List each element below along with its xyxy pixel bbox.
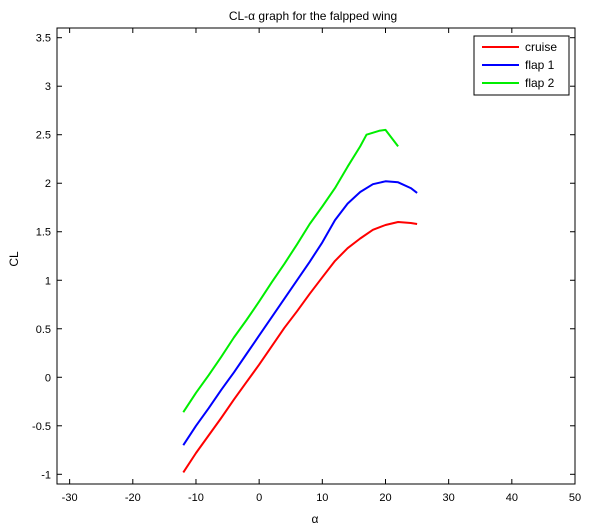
y-tick-label: -1 — [41, 469, 51, 481]
legend: cruise flap 1 flap 2 — [473, 35, 570, 96]
series-line-flap-1 — [182, 180, 418, 446]
y-tick-label: 2.5 — [36, 130, 51, 142]
y-tick-label: 2 — [45, 178, 51, 190]
y-tick-label: 3.5 — [36, 33, 51, 45]
x-tick-label: 50 — [569, 492, 581, 504]
legend-label-cruise: cruise — [525, 40, 557, 54]
chart-title: CL-α graph for the falpped wing — [229, 9, 397, 23]
series-line-cruise — [182, 221, 418, 473]
x-tick-label: -30 — [62, 492, 78, 504]
y-tick-label: 1 — [45, 275, 51, 287]
x-tick-label: -10 — [188, 492, 204, 504]
y-axis: -1 -0.5 0 0.5 1 1.5 2 2.5 3 3.5 — [32, 33, 575, 481]
x-tick-label: -20 — [125, 492, 141, 504]
plot-area — [56, 27, 576, 485]
x-tick-label: 40 — [506, 492, 518, 504]
y-tick-label: 3 — [45, 81, 51, 93]
legend-label-flap-1: flap 1 — [525, 58, 555, 72]
x-tick-label: 20 — [379, 492, 391, 504]
x-axis: -30 -20 -10 0 10 20 30 40 50 — [62, 28, 581, 504]
series-line-flap-2 — [182, 128, 399, 413]
x-tick-label: 10 — [316, 492, 328, 504]
y-tick-label: -0.5 — [32, 421, 51, 433]
y-axis-label: CL — [7, 251, 21, 267]
x-tick-label: 30 — [443, 492, 455, 504]
series-layer — [182, 128, 418, 473]
x-tick-label: 0 — [256, 492, 262, 504]
legend-label-flap-2: flap 2 — [525, 76, 555, 90]
y-tick-label: 0.5 — [36, 324, 51, 336]
x-axis-label: α — [312, 512, 319, 526]
y-tick-label: 0 — [45, 372, 51, 384]
y-tick-label: 1.5 — [36, 227, 51, 239]
